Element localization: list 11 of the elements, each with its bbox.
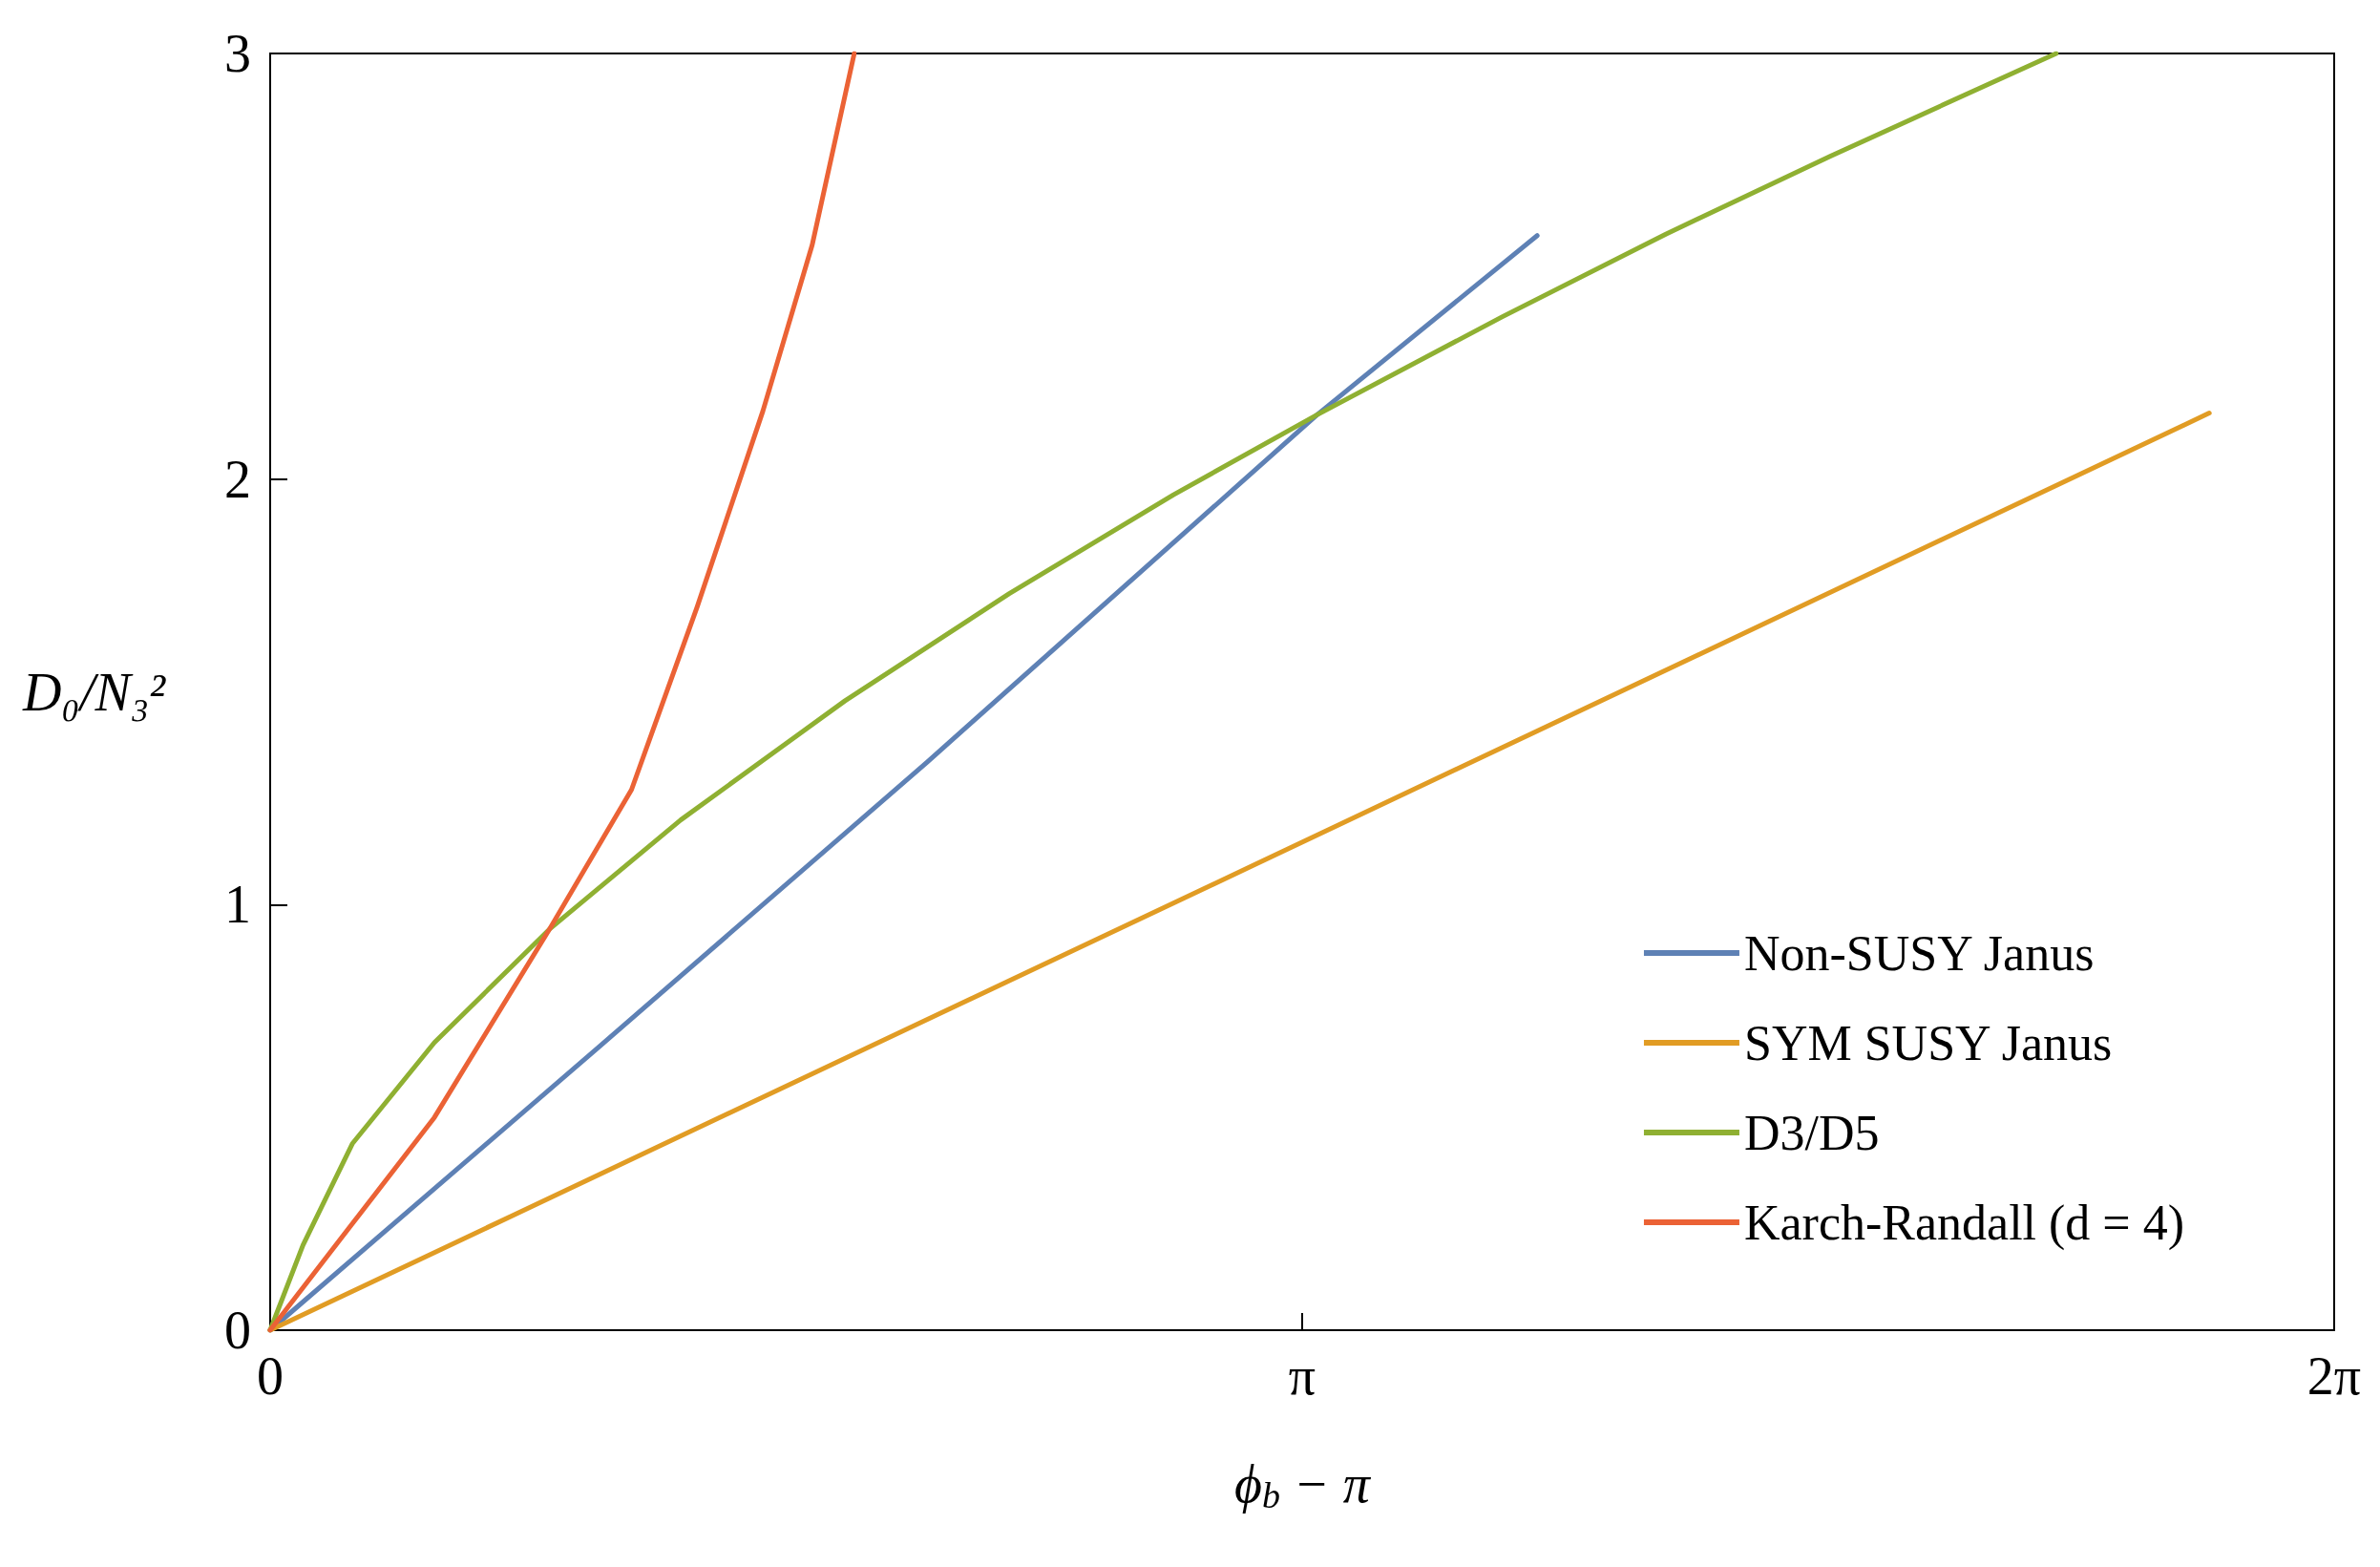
legend-label: Karch-Randall (d = 4) xyxy=(1743,1195,2184,1251)
y-axis-title: D₀/N₃² xyxy=(21,662,167,722)
x-tick-label: π xyxy=(1288,1346,1316,1406)
legend-label: SYM SUSY Janus xyxy=(1743,1015,2113,1070)
y-tick-label: 0 xyxy=(224,1301,251,1360)
x-tick-label: 2π xyxy=(2306,1346,2362,1406)
y-tick-label: 2 xyxy=(224,449,251,509)
legend-label: Non-SUSY Janus xyxy=(1743,925,2095,981)
legend-label: D3/D5 xyxy=(1743,1105,1880,1160)
y-tick-label: 1 xyxy=(224,875,251,935)
y-tick-label: 3 xyxy=(224,24,251,83)
